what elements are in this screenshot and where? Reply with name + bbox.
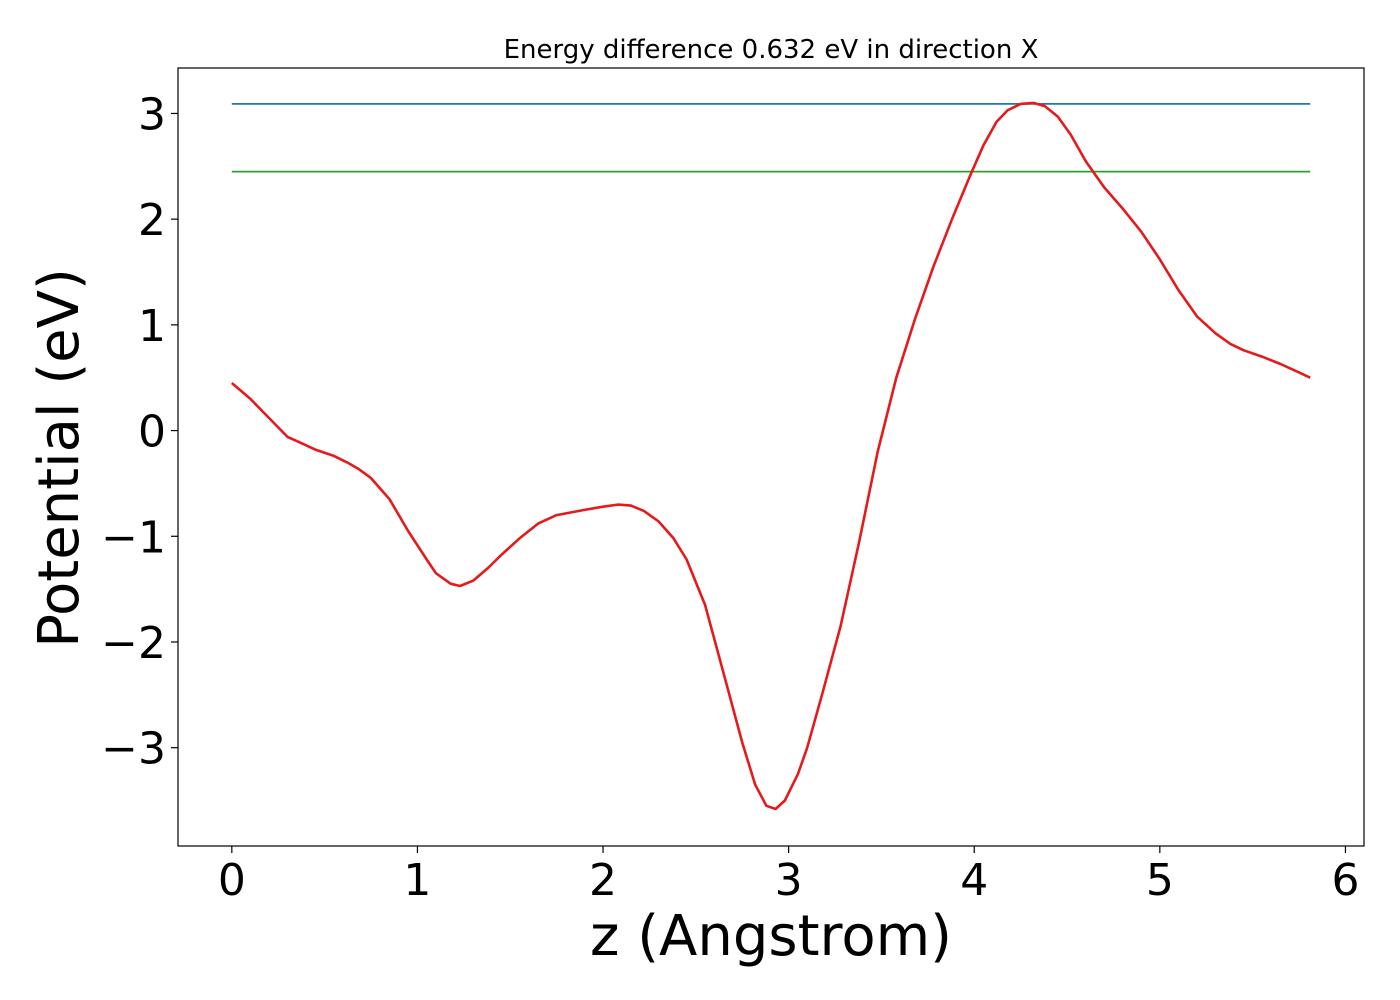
x-tick-label: 3 [775,855,803,906]
y-tick-label: 2 [138,195,166,246]
x-axis-label: z (Angstrom) [590,904,952,969]
x-axis: 0 1 2 3 4 5 6 [218,846,1359,906]
y-tick-label: −1 [101,512,166,563]
y-axis-label: Potential (eV) [27,268,92,648]
x-tick-label: 2 [589,855,617,906]
x-tick-label: 6 [1331,855,1359,906]
chart-title: Energy difference 0.632 eV in direction … [504,35,1039,65]
y-tick-label: 3 [138,89,166,140]
series-line-3 [230,101,1311,811]
y-tick-label: 1 [138,301,166,352]
y-tick-label: −3 [101,724,166,775]
y-tick-label: −2 [101,618,166,669]
x-tick-label: 0 [218,855,246,906]
x-tick-label: 4 [960,855,988,906]
x-tick-label: 5 [1146,855,1174,906]
plot-lines [230,101,1311,811]
x-tick-label: 1 [403,855,431,906]
y-tick-label: 0 [138,407,166,458]
plot-frame [177,67,1365,847]
y-axis: 3 2 1 0 −1 −2 −3 [101,89,178,775]
